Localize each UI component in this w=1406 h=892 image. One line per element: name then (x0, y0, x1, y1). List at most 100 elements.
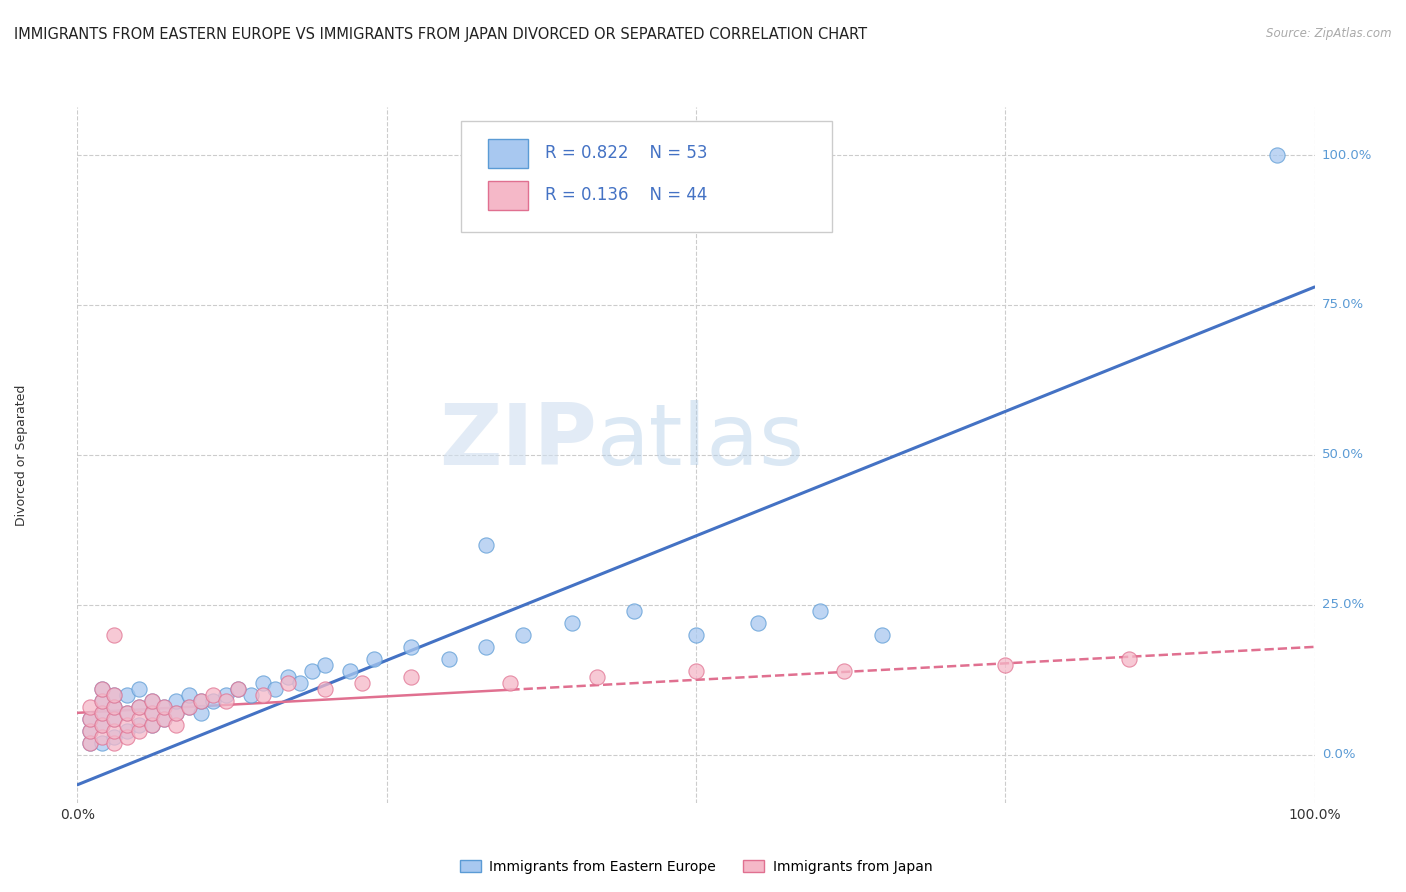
Text: 0.0%: 0.0% (1322, 748, 1355, 761)
Point (91, 718, 114, 732)
Point (623, 604, 645, 618)
Text: Divorced or Separated: Divorced or Separated (14, 384, 28, 525)
Point (215, 694, 238, 708)
Point (103, 723, 125, 738)
Point (301, 664, 323, 678)
Point (165, 694, 187, 708)
Point (264, 681, 287, 696)
Text: 50.0%: 50.0% (1322, 449, 1364, 461)
Text: 100.0%: 100.0% (1322, 149, 1372, 161)
Point (79, 712, 101, 726)
Point (401, 670, 423, 684)
Point (91, 694, 114, 708)
Point (141, 706, 163, 720)
Point (115, 706, 138, 720)
Point (277, 676, 299, 690)
Point (79, 723, 101, 738)
Point (437, 652, 460, 666)
Text: 75.0%: 75.0% (1322, 299, 1364, 311)
Point (91, 706, 114, 720)
Point (288, 676, 311, 690)
Point (474, 640, 496, 654)
Point (177, 699, 200, 714)
Point (252, 676, 274, 690)
Point (165, 718, 187, 732)
Point (141, 694, 163, 708)
Point (91, 730, 114, 744)
Point (103, 688, 125, 702)
Point (202, 694, 225, 708)
Point (141, 694, 163, 708)
Point (215, 688, 238, 702)
Point (128, 699, 150, 714)
Point (91, 694, 114, 708)
Text: atlas: atlas (598, 400, 806, 483)
Text: ZIP: ZIP (439, 400, 598, 483)
Point (141, 718, 163, 732)
Point (153, 712, 176, 726)
Point (91, 681, 114, 696)
Point (91, 706, 114, 720)
Point (128, 718, 150, 732)
Point (226, 681, 249, 696)
Point (103, 688, 125, 702)
Point (177, 699, 200, 714)
Point (165, 706, 187, 720)
Point (474, 538, 496, 552)
Point (1118, 652, 1140, 666)
FancyBboxPatch shape (461, 121, 832, 232)
Legend: Immigrants from Eastern Europe, Immigrants from Japan: Immigrants from Eastern Europe, Immigran… (454, 855, 938, 880)
Point (115, 723, 138, 738)
Point (512, 628, 534, 642)
Point (685, 664, 707, 678)
Point (685, 628, 707, 642)
Point (91, 736, 114, 750)
Point (252, 688, 274, 702)
Text: IMMIGRANTS FROM EASTERN EUROPE VS IMMIGRANTS FROM JAPAN DIVORCED OR SEPARATED CO: IMMIGRANTS FROM EASTERN EUROPE VS IMMIGR… (14, 27, 868, 42)
Point (79, 736, 101, 750)
Point (91, 681, 114, 696)
Point (103, 712, 125, 726)
Point (115, 706, 138, 720)
Point (190, 694, 212, 708)
Point (128, 723, 150, 738)
Text: 25.0%: 25.0% (1322, 599, 1364, 611)
Point (870, 628, 893, 642)
Point (103, 736, 125, 750)
Point (808, 604, 831, 618)
Point (153, 699, 176, 714)
Point (153, 712, 176, 726)
Point (141, 706, 163, 720)
Point (226, 681, 249, 696)
Point (79, 699, 101, 714)
Point (190, 706, 212, 720)
Point (190, 694, 212, 708)
FancyBboxPatch shape (488, 139, 527, 169)
Point (79, 723, 101, 738)
Point (1267, 148, 1289, 162)
Text: R = 0.136    N = 44: R = 0.136 N = 44 (546, 186, 707, 203)
Point (103, 628, 125, 642)
Point (165, 706, 187, 720)
Point (277, 670, 299, 684)
Point (239, 688, 262, 702)
Point (747, 615, 769, 630)
Point (177, 688, 200, 702)
Point (103, 730, 125, 744)
Point (115, 718, 138, 732)
Point (586, 670, 609, 684)
Point (91, 718, 114, 732)
Point (363, 652, 385, 666)
Point (115, 688, 138, 702)
Text: R = 0.822    N = 53: R = 0.822 N = 53 (546, 144, 707, 162)
Point (115, 730, 138, 744)
Point (401, 640, 423, 654)
Point (153, 699, 176, 714)
Point (103, 712, 125, 726)
FancyBboxPatch shape (488, 181, 527, 210)
Text: Source: ZipAtlas.com: Source: ZipAtlas.com (1267, 27, 1392, 40)
Point (561, 615, 583, 630)
Point (128, 712, 150, 726)
Point (339, 664, 361, 678)
Point (834, 664, 856, 678)
